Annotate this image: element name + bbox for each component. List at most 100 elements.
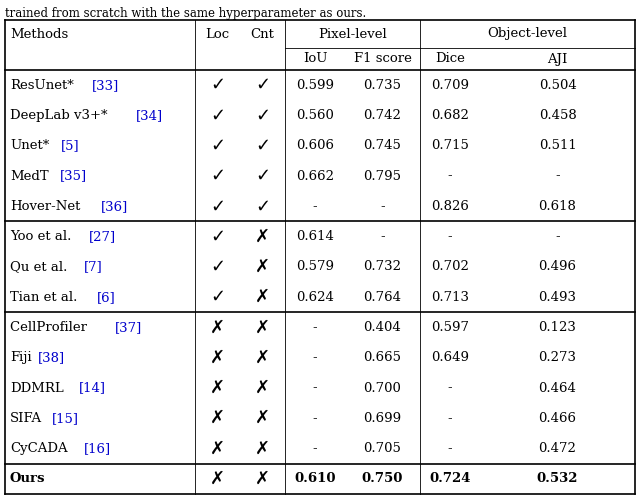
Text: ✓: ✓	[255, 167, 270, 185]
Text: ✗: ✗	[210, 379, 225, 397]
Text: -: -	[313, 382, 317, 395]
Text: Fiji: Fiji	[10, 351, 31, 364]
Text: -: -	[380, 230, 385, 243]
Text: -: -	[448, 230, 452, 243]
Text: -: -	[448, 442, 452, 455]
Text: 0.649: 0.649	[431, 351, 469, 364]
Text: DDMRL: DDMRL	[10, 382, 64, 395]
Text: -: -	[380, 200, 385, 213]
Text: 0.709: 0.709	[431, 79, 469, 91]
Text: ✗: ✗	[255, 319, 270, 336]
Text: [38]: [38]	[38, 351, 65, 364]
Text: ✗: ✗	[210, 439, 225, 458]
Text: 0.795: 0.795	[364, 169, 401, 182]
Text: [7]: [7]	[84, 260, 103, 273]
Text: ✓: ✓	[210, 288, 225, 306]
Text: 0.735: 0.735	[364, 79, 401, 91]
Text: [16]: [16]	[84, 442, 111, 455]
Text: 0.665: 0.665	[364, 351, 401, 364]
Text: ✓: ✓	[210, 258, 225, 276]
Text: ✗: ✗	[255, 470, 270, 488]
Text: DeepLab v3+*: DeepLab v3+*	[10, 109, 108, 122]
Text: ✗: ✗	[255, 228, 270, 246]
Text: 0.504: 0.504	[539, 79, 577, 91]
Text: -: -	[448, 169, 452, 182]
Text: F1 score: F1 score	[353, 53, 412, 66]
Text: ✗: ✗	[255, 379, 270, 397]
Text: 0.496: 0.496	[538, 260, 577, 273]
Text: 0.682: 0.682	[431, 109, 469, 122]
Text: 0.702: 0.702	[431, 260, 469, 273]
Text: 0.466: 0.466	[538, 412, 577, 425]
Text: 0.700: 0.700	[364, 382, 401, 395]
Text: 0.745: 0.745	[364, 139, 401, 152]
Text: ✓: ✓	[210, 106, 225, 124]
Text: 0.614: 0.614	[296, 230, 334, 243]
Text: Dice: Dice	[435, 53, 465, 66]
Text: [33]: [33]	[92, 79, 120, 91]
Text: 0.599: 0.599	[296, 79, 334, 91]
Text: Hover-Net: Hover-Net	[10, 200, 81, 213]
Text: 0.715: 0.715	[431, 139, 469, 152]
Text: Methods: Methods	[10, 27, 68, 40]
Text: -: -	[313, 351, 317, 364]
Text: 0.464: 0.464	[539, 382, 577, 395]
Text: -: -	[448, 382, 452, 395]
Text: ✓: ✓	[210, 137, 225, 155]
Text: ✓: ✓	[255, 106, 270, 124]
Text: ✓: ✓	[255, 76, 270, 94]
Text: ✗: ✗	[210, 349, 225, 367]
Text: ✗: ✗	[255, 410, 270, 427]
Text: Tian et al.: Tian et al.	[10, 291, 77, 304]
Text: 0.705: 0.705	[364, 442, 401, 455]
Text: ✗: ✗	[255, 439, 270, 458]
Text: ✗: ✗	[255, 349, 270, 367]
Text: -: -	[313, 321, 317, 334]
Text: 0.826: 0.826	[431, 200, 469, 213]
Text: IoU: IoU	[303, 53, 327, 66]
Text: [27]: [27]	[89, 230, 116, 243]
Text: 0.764: 0.764	[364, 291, 401, 304]
Text: [14]: [14]	[79, 382, 106, 395]
Text: SIFA: SIFA	[10, 412, 42, 425]
Text: CyCADA: CyCADA	[10, 442, 68, 455]
Text: 0.511: 0.511	[539, 139, 577, 152]
Text: 0.472: 0.472	[539, 442, 577, 455]
Text: [37]: [37]	[115, 321, 142, 334]
Text: 0.579: 0.579	[296, 260, 334, 273]
Text: 0.532: 0.532	[537, 472, 579, 486]
Text: -: -	[313, 200, 317, 213]
Text: Yoo et al.: Yoo et al.	[10, 230, 72, 243]
Text: -: -	[313, 412, 317, 425]
Text: ResUnet*: ResUnet*	[10, 79, 74, 91]
Text: 0.732: 0.732	[364, 260, 401, 273]
Text: -: -	[313, 442, 317, 455]
Text: AJI: AJI	[547, 53, 568, 66]
Text: Qu et al.: Qu et al.	[10, 260, 67, 273]
Text: Cnt: Cnt	[251, 27, 275, 40]
Text: ✓: ✓	[210, 197, 225, 215]
Text: Ours: Ours	[10, 472, 45, 486]
Text: ✗: ✗	[210, 319, 225, 336]
Text: [6]: [6]	[97, 291, 116, 304]
Text: 0.493: 0.493	[538, 291, 577, 304]
Text: [36]: [36]	[101, 200, 128, 213]
Text: ✓: ✓	[255, 137, 270, 155]
Text: [15]: [15]	[51, 412, 79, 425]
Text: 0.597: 0.597	[431, 321, 469, 334]
Text: 0.123: 0.123	[539, 321, 577, 334]
Text: 0.699: 0.699	[364, 412, 401, 425]
Text: ✗: ✗	[210, 470, 225, 488]
Text: 0.404: 0.404	[364, 321, 401, 334]
Text: Loc: Loc	[205, 27, 230, 40]
Text: 0.662: 0.662	[296, 169, 334, 182]
Text: [35]: [35]	[60, 169, 87, 182]
Text: Unet*: Unet*	[10, 139, 49, 152]
Text: ✗: ✗	[255, 258, 270, 276]
Text: ✓: ✓	[210, 228, 225, 246]
Text: 0.273: 0.273	[538, 351, 577, 364]
Text: 0.610: 0.610	[294, 472, 336, 486]
Text: [5]: [5]	[61, 139, 79, 152]
Text: 0.724: 0.724	[429, 472, 471, 486]
Text: -: -	[448, 412, 452, 425]
